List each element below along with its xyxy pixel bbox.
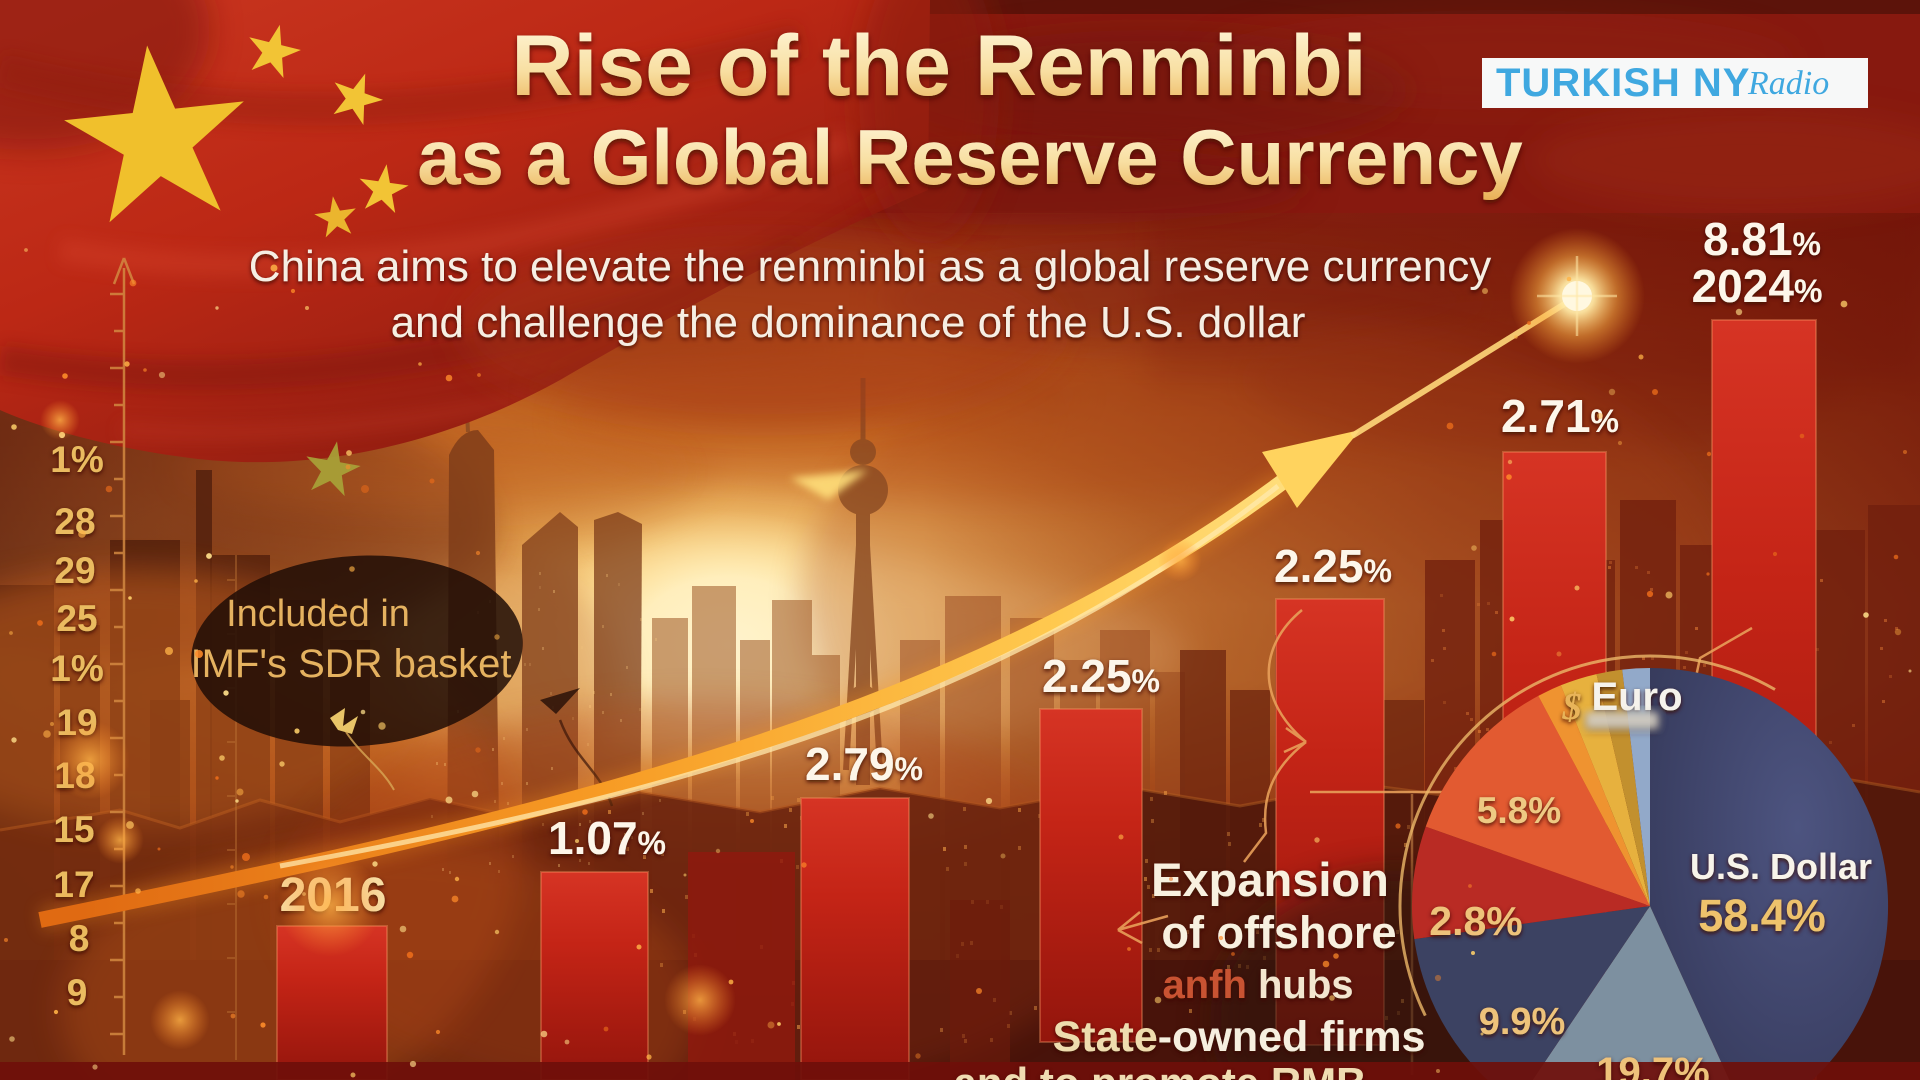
svg-text:Rise of the Renminbi: Rise of the Renminbi	[511, 18, 1366, 114]
svg-text:28: 28	[54, 501, 95, 542]
svg-text:Radio: Radio	[1747, 65, 1829, 102]
svg-text:8: 8	[69, 918, 90, 959]
svg-text:$: $	[1562, 686, 1582, 728]
svg-text:5.8%: 5.8%	[1477, 790, 1561, 831]
svg-text:8.81%: 8.81%	[1703, 213, 1821, 265]
svg-text:of offshore: of offshore	[1162, 907, 1397, 958]
svg-text:25: 25	[56, 598, 97, 639]
svg-text:Expansion: Expansion	[1151, 853, 1389, 906]
svg-text:TURKISH NY: TURKISH NY	[1496, 61, 1750, 105]
svg-text:2024%: 2024%	[1692, 260, 1823, 312]
svg-text:U.S. Dollar: U.S. Dollar	[1690, 846, 1872, 887]
svg-text:and challenge the dominance of: and challenge the dominance of the U.S. …	[391, 298, 1306, 347]
svg-text:9.9%: 9.9%	[1479, 1001, 1566, 1043]
svg-text:China aims to elevate the renm: China aims to elevate the renminbi as a …	[249, 242, 1491, 291]
svg-text:as a Global Reserve Currency: as a Global Reserve Currency	[417, 113, 1523, 201]
svg-text:15: 15	[53, 809, 94, 850]
svg-text:2.25%: 2.25%	[1042, 650, 1160, 702]
svg-text:State-owned firms: State-owned firms	[1053, 1013, 1426, 1061]
svg-text:1%: 1%	[50, 648, 103, 689]
svg-text:IMF's SDR basket: IMF's SDR basket	[190, 642, 511, 686]
svg-text:2.8%: 2.8%	[1429, 898, 1522, 944]
svg-text:19.7%: 19.7%	[1596, 1050, 1709, 1080]
svg-text:anfh hubs: anfh hubs	[1162, 963, 1353, 1007]
svg-text:29: 29	[54, 550, 95, 591]
svg-text:Included in: Included in	[226, 593, 410, 635]
svg-text:1%: 1%	[50, 439, 103, 480]
svg-text:9: 9	[67, 972, 88, 1013]
svg-text:Euro: Euro	[1591, 675, 1682, 719]
svg-text:and to promote RMB: and to promote RMB	[954, 1059, 1367, 1080]
svg-text:58.4%: 58.4%	[1698, 890, 1826, 941]
